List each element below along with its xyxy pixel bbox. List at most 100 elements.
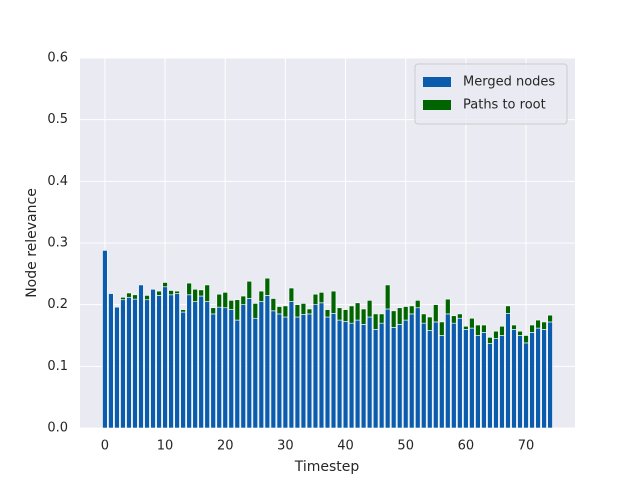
bar bbox=[222, 292, 228, 309]
y-tick-label: 0.4 bbox=[47, 174, 68, 189]
bar bbox=[288, 301, 295, 429]
bar bbox=[451, 322, 457, 429]
bar bbox=[487, 337, 493, 344]
x-tick-label: 20 bbox=[217, 439, 234, 454]
bar bbox=[234, 299, 240, 321]
x-tick-label: 70 bbox=[518, 439, 535, 454]
bar bbox=[156, 295, 162, 429]
bar bbox=[505, 305, 511, 314]
bar bbox=[396, 324, 403, 429]
bar bbox=[126, 296, 132, 429]
bar bbox=[204, 301, 210, 429]
bar bbox=[150, 288, 156, 429]
bar bbox=[288, 287, 295, 302]
bar bbox=[421, 313, 427, 324]
bar bbox=[409, 313, 415, 429]
bar bbox=[216, 293, 222, 308]
bar bbox=[270, 310, 277, 429]
bar bbox=[240, 304, 246, 429]
bar bbox=[529, 332, 535, 429]
bar bbox=[300, 303, 307, 315]
bar bbox=[180, 309, 186, 313]
bar bbox=[198, 295, 204, 429]
bar bbox=[168, 294, 174, 429]
y-tick-label: 0.1 bbox=[47, 359, 68, 374]
bar bbox=[216, 306, 222, 429]
bar bbox=[324, 309, 331, 318]
bar bbox=[366, 316, 373, 429]
bar bbox=[252, 303, 259, 319]
bar bbox=[451, 315, 457, 324]
y-tick-label: 0.3 bbox=[47, 236, 68, 251]
bar bbox=[228, 309, 234, 429]
bar bbox=[120, 299, 126, 429]
bar bbox=[535, 327, 541, 429]
bar bbox=[192, 288, 198, 302]
bar bbox=[511, 324, 517, 330]
bar bbox=[306, 308, 313, 315]
bar bbox=[276, 306, 283, 315]
bar bbox=[300, 314, 307, 429]
bar bbox=[210, 307, 216, 315]
y-tick-label: 0.6 bbox=[47, 51, 68, 66]
bar bbox=[433, 304, 439, 323]
bar bbox=[114, 306, 120, 429]
bar bbox=[535, 319, 541, 329]
x-tick-label: 30 bbox=[277, 439, 294, 454]
bar bbox=[366, 300, 373, 318]
legend-label: Merged nodes bbox=[463, 75, 555, 90]
bar bbox=[330, 312, 337, 429]
bar bbox=[246, 280, 252, 299]
bar bbox=[415, 307, 421, 429]
bar bbox=[342, 321, 349, 429]
bar bbox=[120, 296, 126, 301]
bar bbox=[409, 305, 415, 315]
bar bbox=[541, 329, 547, 429]
bar bbox=[138, 284, 144, 429]
bar bbox=[547, 314, 553, 323]
legend-label: Paths to root bbox=[463, 98, 546, 113]
bar bbox=[384, 308, 391, 429]
bar bbox=[336, 307, 343, 321]
bar bbox=[204, 284, 210, 302]
bar bbox=[469, 327, 475, 429]
bar bbox=[270, 298, 277, 312]
bar bbox=[439, 335, 445, 429]
bar bbox=[403, 306, 409, 321]
bars bbox=[102, 250, 553, 429]
legend-box bbox=[414, 63, 568, 125]
x-tick-label: 60 bbox=[458, 439, 475, 454]
y-axis-label: Node relevance bbox=[24, 188, 40, 298]
ticks: 0.0 0.1 0.2 0.3 0.4 0.5 0.6 0 10 20 30 40 50 60 70 bbox=[47, 51, 534, 454]
bar bbox=[306, 313, 313, 429]
bar bbox=[258, 290, 265, 302]
bar bbox=[523, 335, 529, 344]
bar bbox=[342, 309, 349, 322]
bar bbox=[162, 282, 168, 288]
bar bbox=[264, 295, 271, 429]
bar bbox=[493, 330, 499, 339]
bar bbox=[463, 325, 469, 330]
bar bbox=[433, 321, 439, 429]
bar bbox=[517, 330, 523, 336]
bar bbox=[186, 294, 192, 429]
bar bbox=[258, 301, 265, 429]
bar bbox=[439, 321, 445, 336]
bar bbox=[276, 313, 283, 429]
bar bbox=[457, 317, 463, 429]
bar bbox=[126, 292, 132, 298]
bar bbox=[222, 307, 228, 429]
bar bbox=[330, 290, 337, 314]
bar bbox=[174, 290, 180, 294]
bar bbox=[348, 305, 355, 324]
bar bbox=[162, 286, 168, 429]
bar bbox=[463, 329, 469, 429]
bar bbox=[312, 304, 319, 429]
x-tick-label: 40 bbox=[337, 439, 354, 454]
bar bbox=[372, 329, 379, 429]
x-tick-label: 10 bbox=[157, 439, 174, 454]
y-tick-label: 0.2 bbox=[47, 297, 68, 312]
bar bbox=[517, 335, 523, 429]
bar bbox=[469, 317, 475, 329]
